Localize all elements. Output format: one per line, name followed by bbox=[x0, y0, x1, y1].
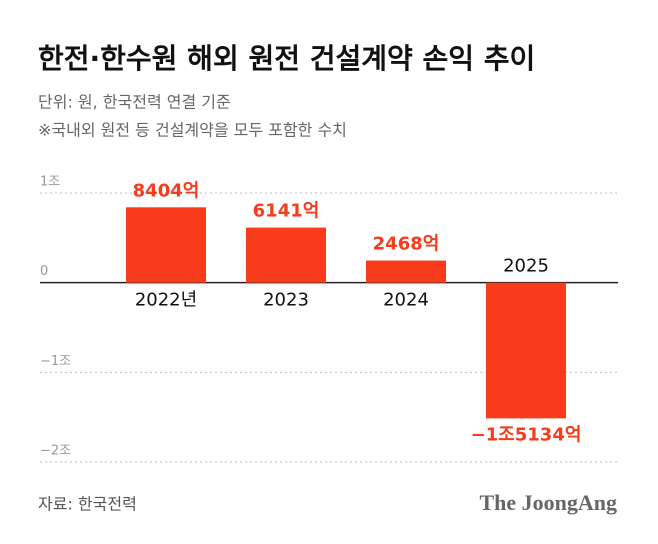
bar bbox=[126, 207, 206, 283]
bar bbox=[486, 282, 566, 419]
source: 자료: 한국전력 bbox=[38, 495, 137, 514]
x-tick-label: 2023 bbox=[263, 290, 309, 311]
value-label: 2468억 bbox=[373, 234, 440, 255]
y-tick-label: −2조 bbox=[40, 444, 71, 459]
bar bbox=[246, 227, 326, 283]
bar bbox=[366, 260, 446, 283]
value-label: 6141억 bbox=[253, 201, 320, 222]
x-tick-label: 2024 bbox=[383, 290, 429, 311]
y-tick-label: 1조 bbox=[40, 175, 60, 190]
chart-title: 한전·한수원 해외 원전 건설계약 손익 추이 bbox=[38, 42, 535, 75]
subtitle: 단위: 원, 한국전력 연결 기준 bbox=[38, 93, 231, 112]
value-label: −1조5134억 bbox=[471, 424, 582, 445]
x-tick-label: 2022년 bbox=[135, 290, 197, 311]
y-tick-label: −1조 bbox=[40, 354, 71, 369]
value-label: 8404억 bbox=[133, 180, 200, 201]
y-tick-label: 0 bbox=[40, 264, 48, 279]
x-tick-label: 2025 bbox=[503, 256, 549, 277]
subtitle: ※국내외 원전 등 건설계약을 모두 포함한 수치 bbox=[38, 121, 347, 140]
logo: The JoongAng bbox=[479, 490, 617, 515]
